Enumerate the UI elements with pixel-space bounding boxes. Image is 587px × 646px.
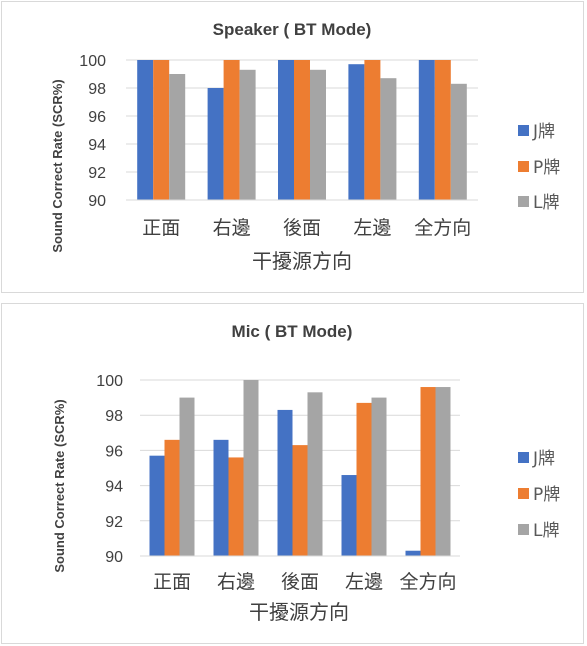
x-tick-label: 後面 [283, 217, 321, 239]
x-tick-label: 正面 [153, 571, 191, 593]
x-tick-label: 正面 [142, 217, 180, 239]
legend-swatch [518, 125, 529, 136]
bar [341, 475, 357, 556]
bar [434, 60, 451, 200]
bar [348, 64, 365, 200]
bar [153, 60, 170, 200]
mic-chart: Mic ( BT Mode) Sound Correct Rate (SCR%)… [52, 322, 560, 624]
bar [371, 397, 387, 556]
bar [307, 392, 323, 556]
mic-chart-panel: Mic ( BT Mode) Sound Correct Rate (SCR%)… [1, 303, 584, 644]
x-tick-label: 右邊 [213, 217, 251, 239]
legend-swatch [518, 452, 529, 463]
bar [213, 439, 229, 556]
bar [223, 60, 240, 200]
bar [364, 60, 381, 200]
legend: J牌 P牌 L牌 [518, 449, 560, 541]
legend-label: L牌 [533, 193, 559, 213]
bar [380, 78, 397, 200]
plot-area: 90 92 94 96 98 100 正面 右邊 後面 左邊 全方向 [96, 373, 460, 593]
x-tick-label: 全方向 [414, 217, 471, 239]
bar [435, 387, 451, 556]
legend-swatch [518, 524, 529, 535]
bar [292, 445, 308, 556]
bar [278, 60, 294, 200]
legend-label: J牌 [532, 122, 555, 142]
y-tick-label: 92 [88, 165, 106, 182]
bar [294, 60, 310, 200]
bar [450, 83, 467, 200]
bar [169, 74, 186, 200]
bar [420, 387, 436, 556]
bar [179, 397, 195, 556]
legend-label: P牌 [533, 158, 560, 178]
legend-label: L牌 [533, 521, 559, 541]
speaker-chart-panel: Speaker ( BT Mode) Sound Correct Rate (S… [1, 1, 584, 293]
legend-swatch [518, 196, 529, 207]
bar [239, 69, 256, 200]
y-tick-label: 96 [88, 109, 106, 126]
legend-swatch [518, 488, 529, 499]
bar [164, 439, 180, 556]
bar [228, 457, 244, 556]
y-tick-label: 90 [88, 193, 106, 210]
speaker-chart: Speaker ( BT Mode) Sound Correct Rate (S… [50, 20, 560, 273]
legend-swatch [518, 161, 529, 172]
bar [310, 69, 326, 200]
legend-label: J牌 [532, 449, 555, 469]
chart-title: Speaker ( BT Mode) [213, 20, 372, 39]
x-tick-label: 右邊 [217, 571, 255, 593]
bar [405, 550, 421, 556]
x-axis-label: 干擾源方向 [249, 600, 349, 624]
bar [243, 380, 259, 556]
y-tick-label: 98 [88, 81, 106, 98]
x-tick-label: 左邊 [345, 571, 383, 593]
bar [149, 455, 165, 556]
x-tick-label: 左邊 [353, 217, 391, 239]
y-tick-label: 94 [105, 479, 123, 496]
plot-area: 90 92 94 96 98 100 正面 右邊 後面 左邊 全方向 [79, 53, 478, 239]
chart-title: Mic ( BT Mode) [232, 322, 353, 341]
y-axis-label: Sound Correct Rate (SCR%) [50, 79, 65, 252]
y-tick-label: 98 [105, 408, 123, 425]
x-tick-label: 後面 [281, 571, 319, 593]
bar [207, 88, 224, 200]
y-tick-label: 100 [96, 373, 123, 390]
bar [277, 409, 293, 556]
y-axis-label: Sound Correct Rate (SCR%) [52, 399, 67, 572]
legend-label: P牌 [533, 485, 560, 505]
x-tick-label: 全方向 [399, 571, 456, 593]
bar [356, 402, 372, 556]
y-tick-label: 94 [88, 137, 106, 154]
x-axis-label: 干擾源方向 [252, 249, 352, 273]
y-tick-label: 90 [105, 549, 123, 566]
y-tick-label: 96 [105, 443, 123, 460]
y-tick-label: 100 [79, 53, 106, 70]
bar [137, 60, 154, 200]
bar [418, 60, 435, 200]
legend: J牌 P牌 L牌 [518, 122, 560, 213]
y-tick-label: 92 [105, 514, 123, 531]
